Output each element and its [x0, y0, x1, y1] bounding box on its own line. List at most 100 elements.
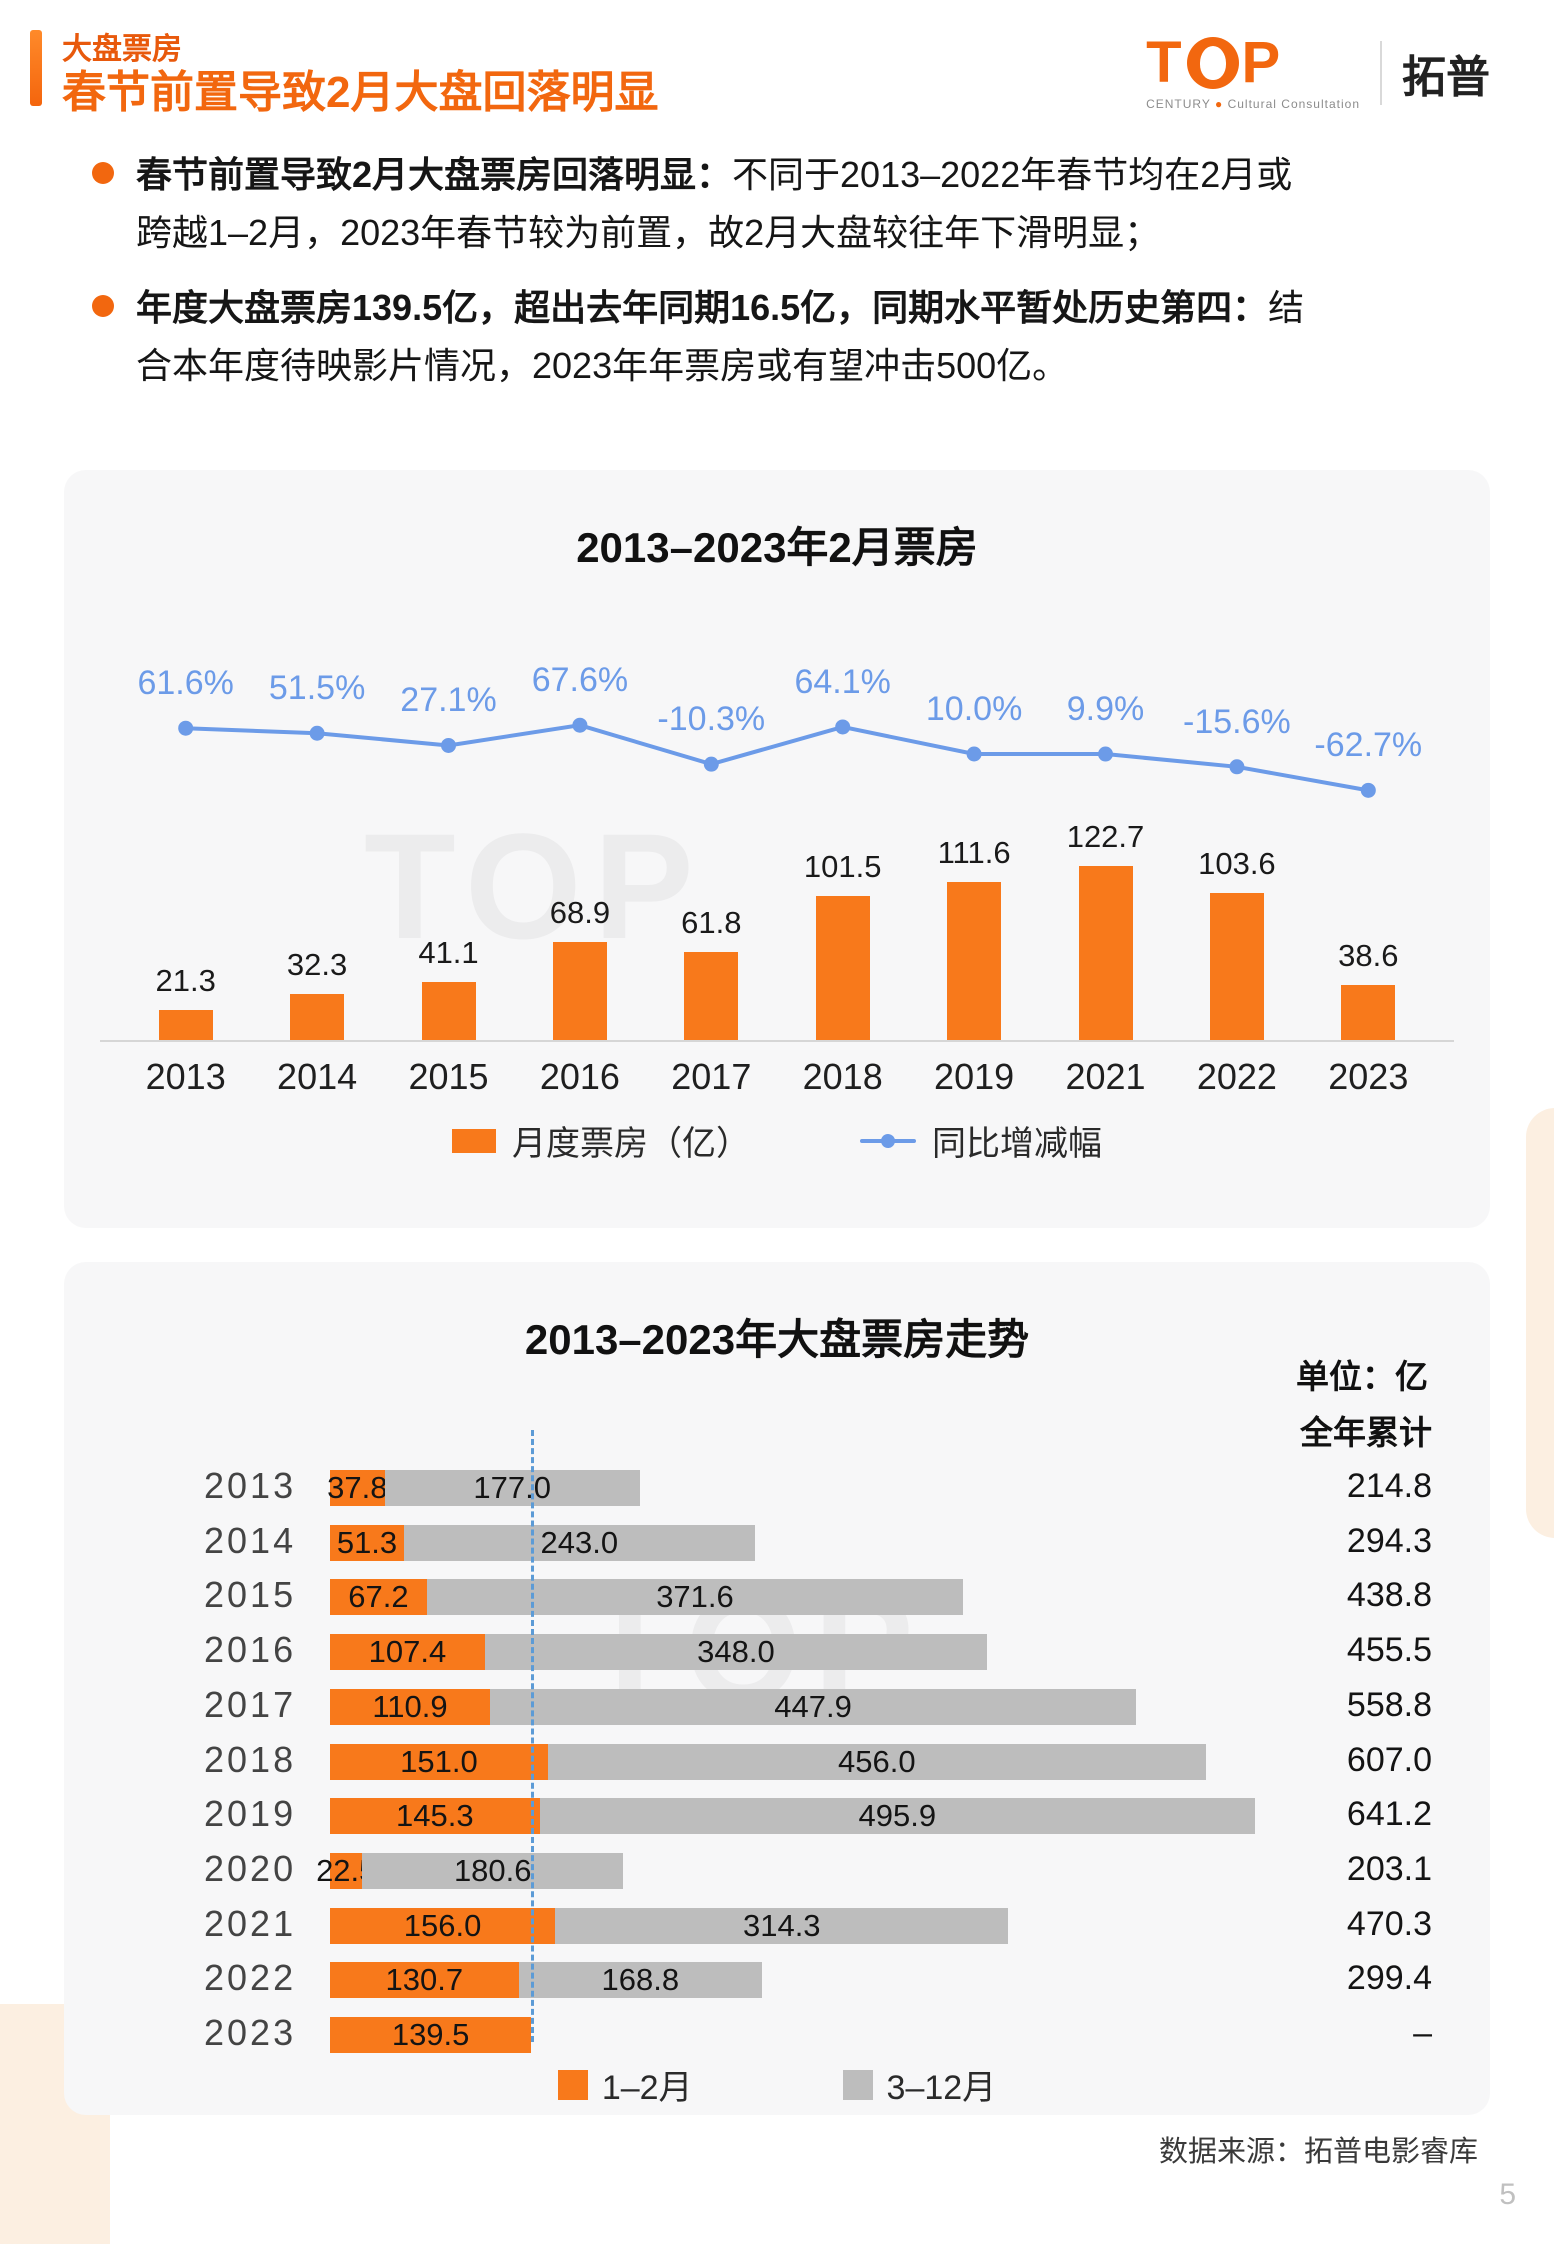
- page-title: 春节前置导致2月大盘回落明显: [62, 68, 659, 117]
- total-value: 455.5: [1346, 1631, 1432, 1670]
- row-year-label: 2017: [204, 1683, 297, 1725]
- reference-line: [531, 1430, 535, 2042]
- feb-boxoffice-card: TOP 2013–2023年2月票房 21.3 2013 61.6% 32.3 2014…: [64, 470, 1490, 1228]
- bar-2015: [421, 982, 476, 1040]
- segment-value-label: 145.3: [396, 1798, 474, 1834]
- chart2-legend: 1–2月 3–12月: [64, 2060, 1490, 2109]
- total-value: 470.3: [1346, 1904, 1432, 1943]
- segment-jan-feb: 130.7: [330, 1962, 519, 1999]
- bar-2021: [1078, 866, 1133, 1040]
- data-source-note: 数据来源：拓普电影睿库: [1158, 2136, 1478, 2168]
- unit-label: 单位：亿: [1296, 1358, 1428, 1395]
- bar-2014: [290, 994, 345, 1040]
- segment-jan-feb: 110.9: [330, 1688, 490, 1725]
- segment-jan-feb: 37.8: [327, 1470, 388, 1506]
- bar-2013: [158, 1010, 213, 1040]
- feb-bar-line-chart: 21.3 2013 61.6% 32.3 2014 51.5% 41.1 2015 27.1% 6…: [64, 470, 1490, 1228]
- bar-value-label: 61.8: [681, 905, 742, 940]
- logo-subtext-consultation: Cultural Consultation: [1227, 97, 1360, 111]
- yoy-pct-label: 10.0%: [925, 690, 1023, 728]
- segment-mar-dec: 177.0: [384, 1470, 640, 1506]
- segment-jan-feb: 67.2: [330, 1579, 427, 1616]
- bar-2019: [947, 882, 1002, 1040]
- row-year-label: 2022: [204, 1957, 297, 1999]
- logo-top-letters: T P: [1146, 34, 1360, 92]
- segment-mar-dec: 314.3: [555, 1907, 1009, 1944]
- bullet-lead: 春节前置导致2月大盘票房回落明显：: [136, 154, 733, 195]
- yoy-pct-label: 64.1%: [794, 662, 891, 701]
- x-tick-label: 2019: [934, 1056, 1015, 1097]
- segment-mar-dec: 456.0: [547, 1743, 1206, 1780]
- segment-value-label: 37.8: [327, 1470, 388, 1505]
- logo-subtext-century: CENTURY: [1146, 97, 1211, 111]
- legend-item-jan-feb: 1–2月: [557, 2060, 693, 2109]
- bar-2022: [1209, 893, 1264, 1040]
- row-year-label: 2016: [204, 1629, 297, 1671]
- x-tick-label: 2016: [539, 1056, 620, 1097]
- legend-item-monthly-boxoffice: 月度票房（亿）: [452, 1116, 750, 1165]
- segment-mar-dec: 447.9: [489, 1688, 1137, 1725]
- x-axis-line: [100, 1040, 1454, 1042]
- segment-value-label: 168.8: [601, 1962, 680, 1998]
- yoy-pct-label: 27.1%: [400, 681, 497, 720]
- summary-bullets: 春节前置导致2月大盘票房回落明显：不同于2013–2022年春节均在2月或 跨越…: [92, 146, 1462, 411]
- total-value: 438.8: [1346, 1576, 1432, 1615]
- top-logo: T P CENTURY ● Cultural Consultation 拓普: [1146, 34, 1490, 112]
- total-value: 607.0: [1346, 1740, 1432, 1779]
- segment-value-label: 495.9: [858, 1798, 937, 1834]
- segment-value-label: 348.0: [697, 1634, 775, 1670]
- section-kicker: 大盘票房: [62, 33, 182, 66]
- legend-label: 月度票房（亿）: [512, 1125, 750, 1163]
- mar-dec-swatch-icon: [842, 2069, 873, 2100]
- logo-divider: [1380, 40, 1382, 105]
- total-value: 203.1: [1346, 1849, 1432, 1888]
- yoy-pct-label: -62.7%: [1314, 726, 1423, 765]
- segment-value-label: 139.5: [391, 2017, 470, 2052]
- total-value: 294.3: [1346, 1521, 1432, 1560]
- bullet-item: 春节前置导致2月大盘票房回落明显：不同于2013–2022年春节均在2月或 跨越…: [92, 146, 1462, 263]
- segment-value-label: 130.7: [385, 1962, 464, 1998]
- jan-feb-swatch-icon: [557, 2069, 588, 2100]
- legend-item-yoy-change: 同比增减幅: [860, 1116, 1102, 1165]
- x-tick-label: 2017: [671, 1056, 752, 1097]
- segment-value-label: 314.3: [742, 1907, 821, 1943]
- segment-value-label: 180.6: [453, 1852, 532, 1888]
- bullet-rest: 结 合本年度待映影片情况，2023年年票房或有望冲击500亿。: [136, 286, 1305, 386]
- segment-mar-dec: 243.0: [404, 1524, 755, 1561]
- row-year-label: 2013: [204, 1465, 297, 1506]
- accent-bar: [30, 30, 42, 106]
- logo-wordmark: T P CENTURY ● Cultural Consultation: [1146, 34, 1360, 112]
- segment-mar-dec: 180.6: [362, 1852, 623, 1889]
- x-tick-label: 2014: [277, 1056, 358, 1097]
- row-year-label: 2019: [204, 1793, 297, 1835]
- segment-value-label: 447.9: [774, 1688, 852, 1724]
- yoy-pct-label: 51.5%: [268, 669, 366, 708]
- decorative-edge-shape: [1526, 1108, 1554, 1538]
- segment-value-label: 51.3: [336, 1524, 398, 1560]
- bullet-lead: 年度大盘票房139.5亿，超出去年同期16.5亿，同期水平暂处历史第四：: [136, 286, 1269, 328]
- bar-swatch-icon: [452, 1128, 496, 1153]
- logo-letter-p: P: [1241, 30, 1283, 95]
- segment-value-label: 67.2: [348, 1579, 409, 1615]
- total-value: –: [1413, 2014, 1432, 2052]
- segment-value-label: 110.9: [372, 1688, 448, 1724]
- yoy-pct-label: 67.6%: [531, 661, 629, 700]
- logo-letter-t: T: [1146, 30, 1184, 95]
- bullet-dot-icon: [92, 294, 114, 317]
- logo-chinese-name: 拓普: [1402, 52, 1490, 102]
- total-value: 641.2: [1346, 1795, 1432, 1834]
- yoy-pct-label: 9.9%: [1066, 690, 1145, 729]
- segment-value-label: 107.4: [368, 1634, 447, 1670]
- bullet-rest: 不同于2013–2022年春节均在2月或 跨越1–2月，2023年春节较为前置，…: [136, 154, 1293, 254]
- total-value: 299.4: [1346, 1959, 1432, 1998]
- yearly-stacked-bar-chart: 2013 37.8 177.0 214.8 2014 51.3 243.0 294.3 2015…: [64, 1262, 1490, 2115]
- yoy-pct-label: -10.3%: [657, 700, 766, 739]
- legend-item-mar-dec: 3–12月: [842, 2060, 996, 2109]
- x-tick-label: 2022: [1196, 1056, 1277, 1097]
- legend-label: 1–2月: [601, 2069, 693, 2107]
- segment-jan-feb: 22.5: [316, 1852, 376, 1889]
- bar-value-label: 68.9: [549, 895, 611, 930]
- logo-o-panda-icon: [1186, 37, 1239, 89]
- legend-label: 同比增减幅: [932, 1125, 1102, 1163]
- bar-value-label: 38.6: [1338, 938, 1399, 973]
